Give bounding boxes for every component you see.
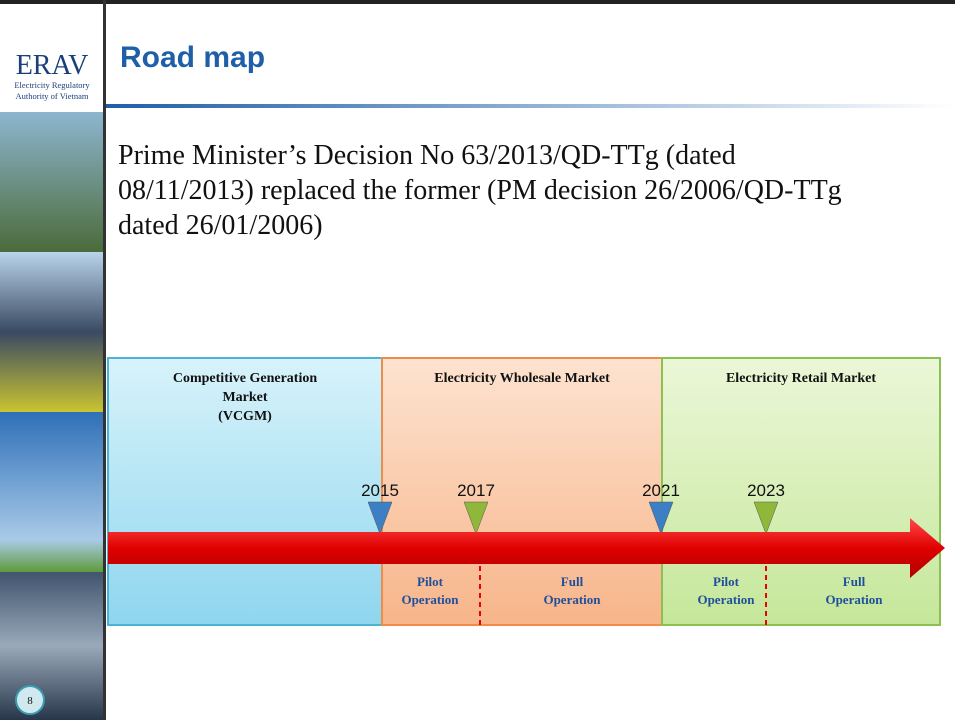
milestone-year: 2017 xyxy=(457,481,495,500)
slide-number: 8 xyxy=(27,695,33,707)
sidebar-image xyxy=(0,412,103,572)
slide-title: Road map xyxy=(120,41,265,74)
phase-label: Market xyxy=(222,390,267,405)
slide-number-badge xyxy=(15,685,45,715)
logo: ERAV xyxy=(16,50,89,81)
stage-label: Operation xyxy=(825,592,883,607)
stage-label: Full xyxy=(561,574,584,589)
logo-subtitle: Electricity Regulatory xyxy=(14,80,90,90)
logo-subtitle: Authority of Vietnam xyxy=(16,91,89,101)
milestone-marker xyxy=(367,501,393,535)
body-text: 08/11/2013) replaced the former (PM deci… xyxy=(118,175,842,206)
milestone-marker xyxy=(648,501,674,535)
stage-label: Operation xyxy=(697,592,755,607)
stage-label: Operation xyxy=(401,592,459,607)
sidebar-border xyxy=(103,0,106,720)
stage-label: Operation xyxy=(543,592,601,607)
timeline-arrow xyxy=(108,518,945,578)
milestone-year: 2023 xyxy=(747,481,785,500)
phase-box xyxy=(107,357,383,626)
phase-label: Electricity Wholesale Market xyxy=(434,371,610,386)
stage-label: Full xyxy=(843,574,866,589)
phase-box xyxy=(381,357,663,626)
milestone-marker xyxy=(463,501,489,535)
body-text: Prime Minister’s Decision No 63/2013/QD-… xyxy=(118,140,736,171)
milestone-year: 2015 xyxy=(361,481,399,500)
stage-label: Pilot xyxy=(713,574,740,589)
sidebar-image xyxy=(0,112,103,252)
header-rule xyxy=(106,104,955,108)
stage-label: Pilot xyxy=(417,574,444,589)
phase-label: Electricity Retail Market xyxy=(726,371,876,386)
phase-box xyxy=(661,357,941,626)
milestone-marker xyxy=(753,501,779,535)
milestone-year: 2021 xyxy=(642,481,680,500)
body-text: dated 26/01/2006) xyxy=(118,210,323,241)
phase-label: (VCGM) xyxy=(218,409,272,424)
sidebar-image xyxy=(0,252,103,412)
top-bar xyxy=(0,0,955,4)
phase-label: Competitive Generation xyxy=(173,371,317,386)
